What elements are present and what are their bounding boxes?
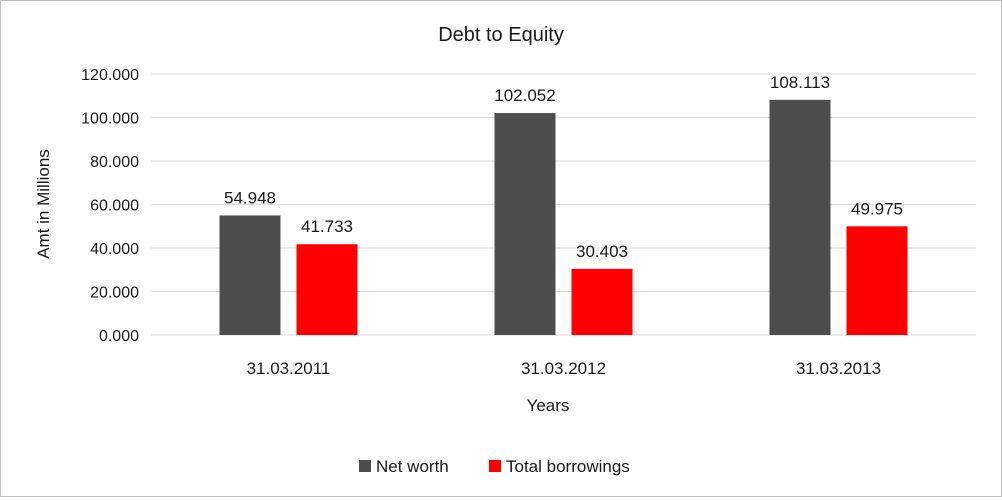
data-label: 108.113 (770, 73, 830, 92)
data-labels: 54.948 41.733 102.052 30.403 108.113 49.975 (224, 73, 903, 261)
x-category-label: 31.03.2013 (796, 359, 881, 378)
x-category-label: 31.03.2012 (521, 359, 606, 378)
y-tick-label: 40.000 (90, 241, 139, 258)
legend-item-total-borrowings: Total borrowings (489, 457, 630, 476)
legend-swatch (359, 460, 371, 472)
legend: Net worth Total borrowings (359, 457, 630, 476)
y-tick-label: 60.000 (90, 198, 139, 215)
data-label: 102.052 (494, 86, 555, 105)
legend-label: Total borrowings (506, 457, 630, 476)
data-label: 54.948 (224, 188, 276, 207)
x-axis-categories: 31.03.2011 31.03.2012 31.03.2013 (247, 359, 881, 378)
bar-total-borrowings (846, 226, 908, 335)
y-tick-label: 80.000 (90, 154, 139, 171)
legend-label: Net worth (376, 457, 449, 476)
bar-net-worth (494, 113, 556, 336)
y-tick-label: 20.000 (90, 285, 139, 302)
bar-total-borrowings (571, 268, 633, 335)
data-label: 30.403 (576, 242, 628, 261)
x-category-label: 31.03.2011 (247, 359, 331, 378)
y-tick-label: 120.000 (81, 67, 139, 84)
y-tick-label: 0.000 (99, 328, 139, 345)
bar-total-borrowings (296, 244, 358, 335)
y-axis-title: Amt in Millions (34, 149, 53, 259)
bar-net-worth (769, 99, 831, 336)
bars (219, 99, 908, 336)
y-tick-label: 100.000 (81, 111, 139, 128)
chart-title: Debt to Equity (438, 24, 564, 46)
x-axis-title: Years (527, 396, 570, 415)
data-label: 41.733 (301, 217, 353, 236)
legend-item-net-worth: Net worth (359, 457, 449, 476)
bar-net-worth (219, 215, 281, 335)
data-label: 49.975 (851, 199, 903, 218)
y-axis-ticks: 0.000 20.000 40.000 60.000 80.000 100.000 120.… (81, 67, 139, 345)
gridlines (151, 73, 976, 336)
legend-swatch (489, 460, 501, 472)
